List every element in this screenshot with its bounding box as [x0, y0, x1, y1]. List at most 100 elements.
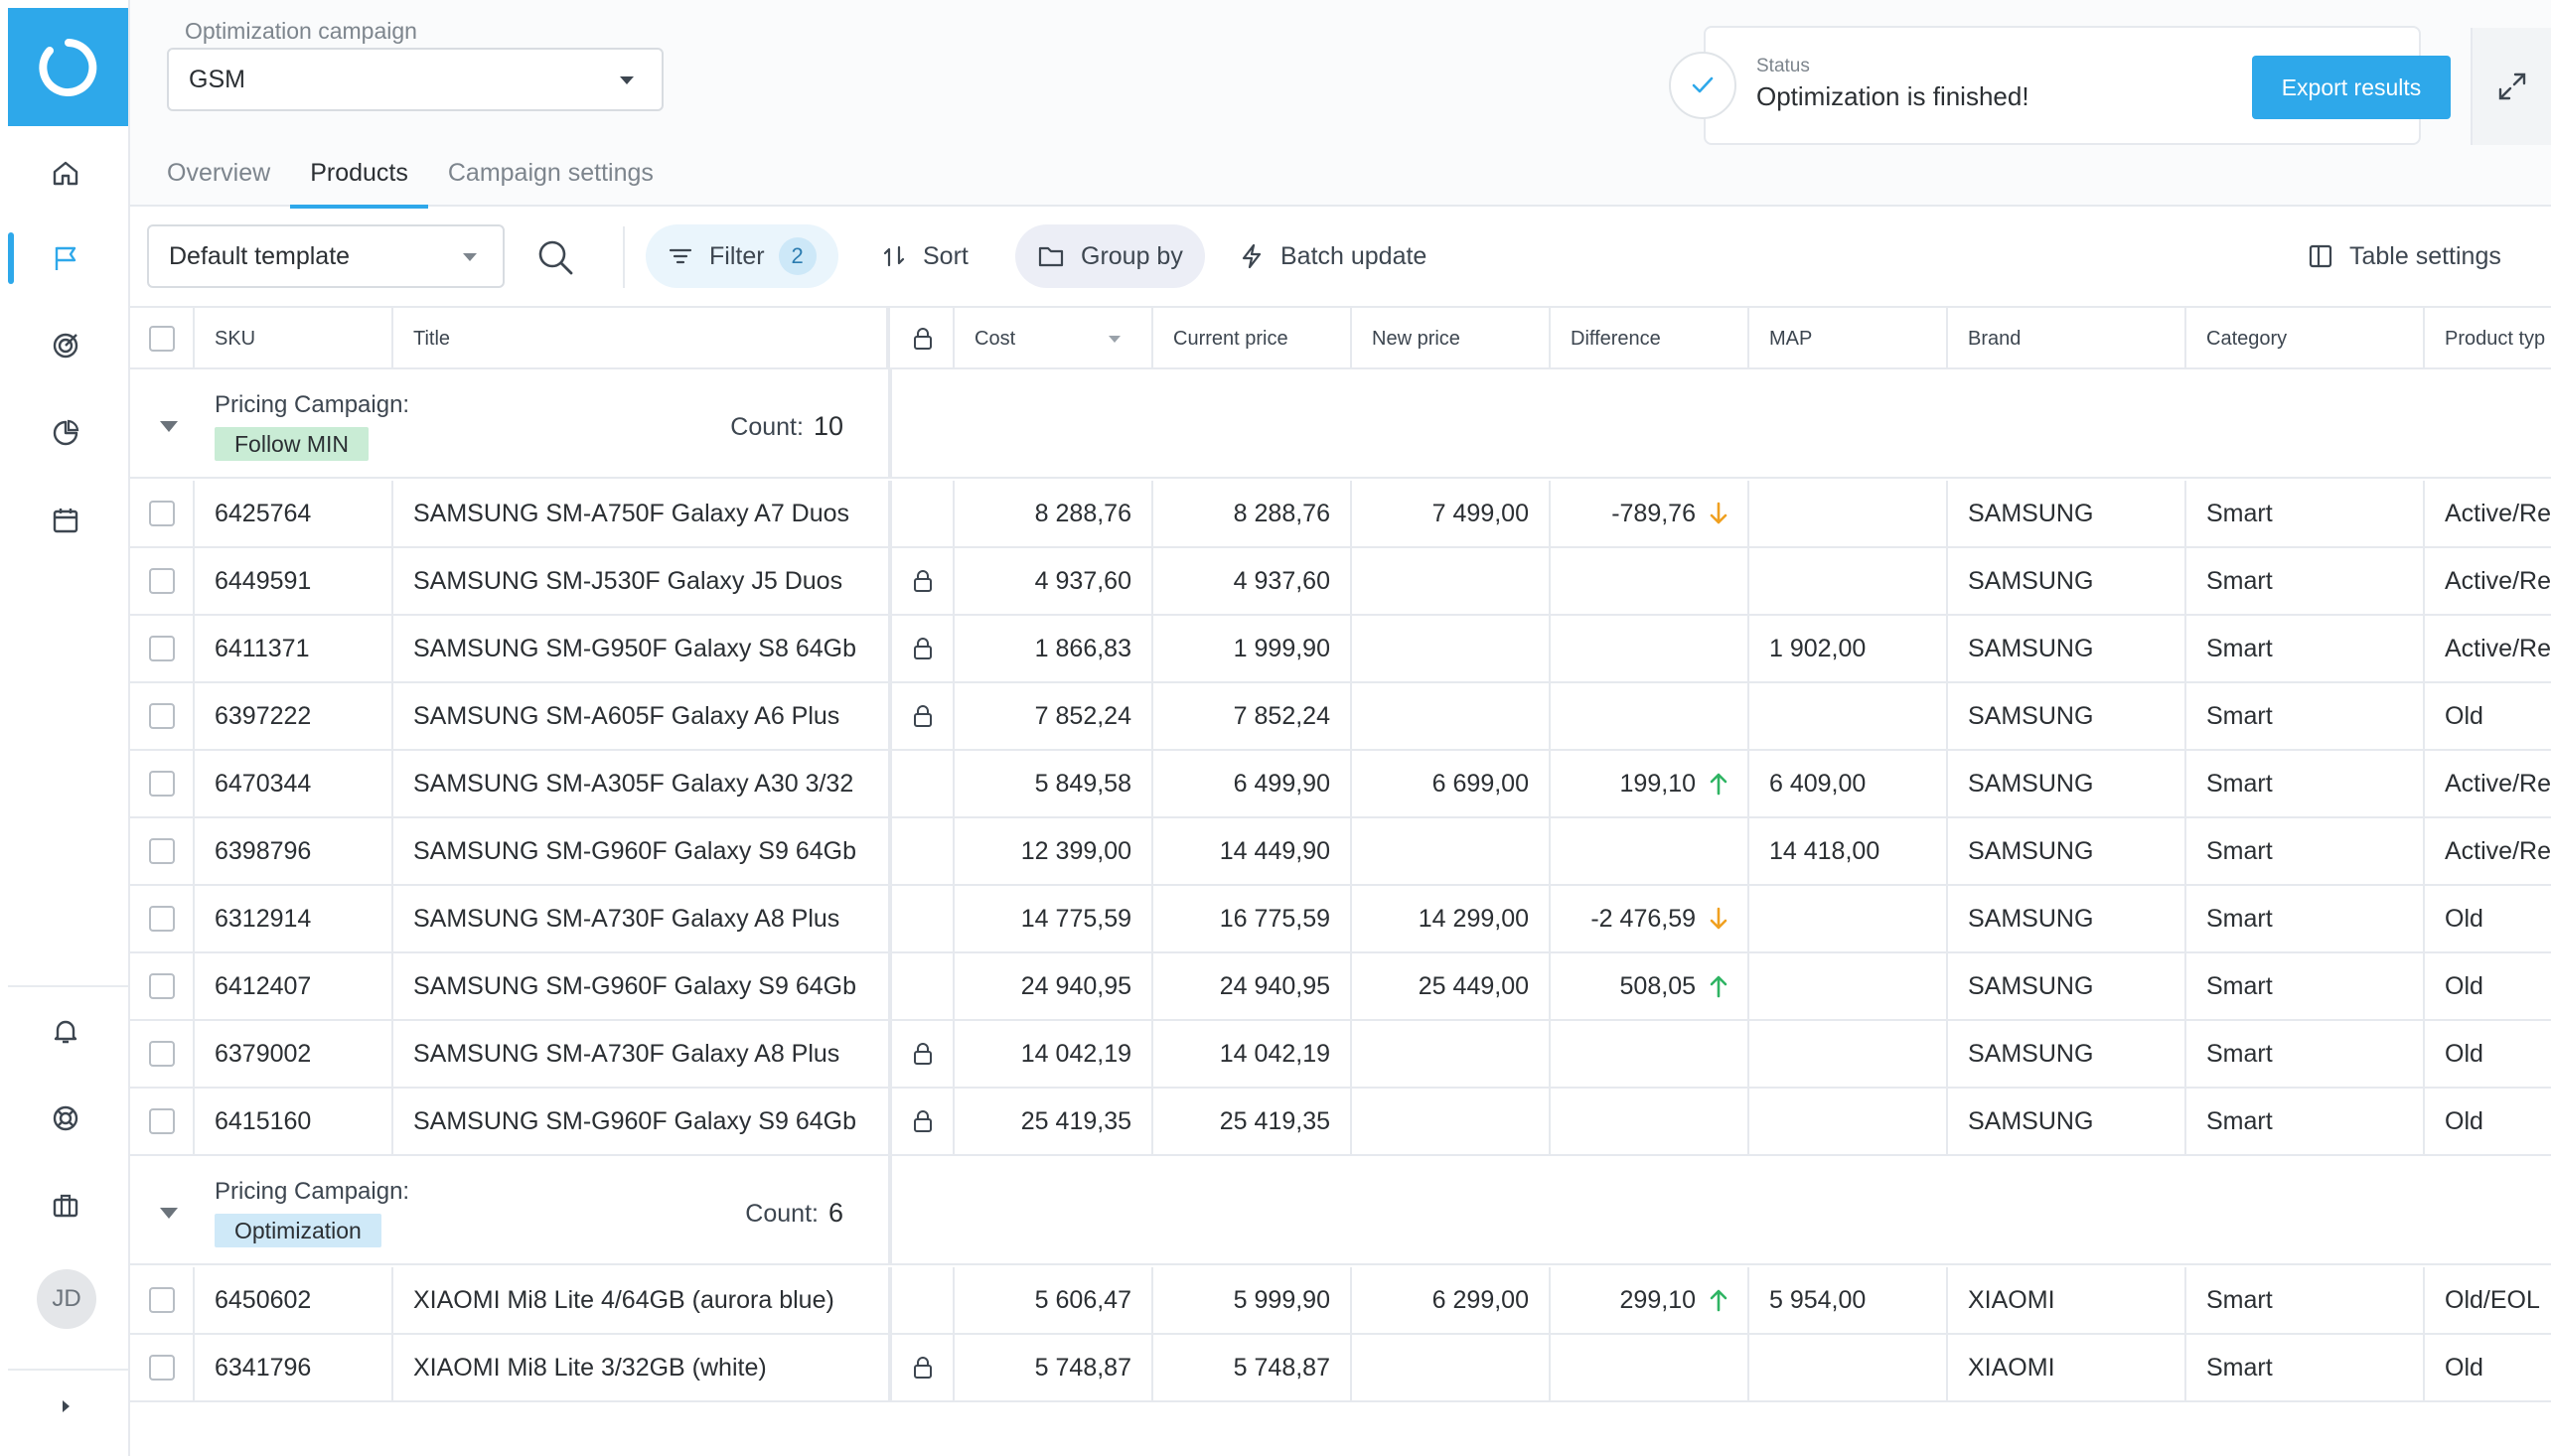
cell-chk[interactable]	[130, 1267, 195, 1333]
header-brand[interactable]: Brand	[1948, 308, 2186, 369]
row-checkbox[interactable]	[148, 906, 175, 932]
table-row[interactable]: 6411371 SAMSUNG SM-G950F Galaxy S8 64Gb 1 …	[130, 616, 2551, 683]
search-button[interactable]	[532, 234, 578, 280]
select-all-checkbox[interactable]	[148, 326, 175, 352]
row-checkbox[interactable]	[148, 973, 175, 999]
nav-campaigns[interactable]	[0, 228, 130, 288]
cell-difference: -789,76	[1551, 481, 1749, 546]
row-checkbox[interactable]	[148, 838, 175, 864]
cell-title: XIAOMI Mi8 Lite 3/32GB (white)	[393, 1335, 892, 1400]
nav-support[interactable]	[0, 1089, 130, 1148]
nav-reports[interactable]	[0, 403, 130, 463]
nav-targets[interactable]	[0, 316, 130, 375]
table-row[interactable]: 6312914 SAMSUNG SM-A730F Galaxy A8 Plus 14…	[130, 886, 2551, 953]
cell-product-type: Active/Re	[2445, 566, 2551, 595]
table-row[interactable]: 6397222 SAMSUNG SM-A605F Galaxy A6 Plus 7 …	[130, 683, 2551, 751]
group-header[interactable]: Pricing Campaign: Optimization Count: 6	[130, 1156, 2551, 1265]
cell-locked	[892, 616, 955, 681]
cell-current-price: 5 748,87	[1153, 1335, 1352, 1400]
nav-home[interactable]	[0, 143, 130, 203]
tab-campaign-settings[interactable]: Campaign settings	[447, 159, 654, 187]
batch-update-button[interactable]: Batch update	[1217, 224, 1448, 288]
cell-chk[interactable]	[130, 818, 195, 884]
status-text: Optimization is finished!	[1756, 81, 2029, 111]
cell-map	[1749, 548, 1948, 614]
header-lock[interactable]	[892, 308, 955, 369]
nav-calendar[interactable]	[0, 491, 130, 550]
cell-map	[1749, 1021, 1948, 1087]
header-category[interactable]: Category	[2186, 308, 2425, 369]
table-settings-button[interactable]: Table settings	[2286, 224, 2523, 288]
row-checkbox[interactable]	[148, 1287, 175, 1313]
row-checkbox[interactable]	[148, 1108, 175, 1134]
header-new-price[interactable]: New price	[1352, 308, 1551, 369]
app-logo[interactable]	[8, 8, 128, 126]
cell-chk[interactable]	[130, 1021, 195, 1087]
export-results-button[interactable]: Export results	[2252, 56, 2451, 119]
filter-button[interactable]: Filter 2	[646, 224, 838, 288]
cell-chk[interactable]	[130, 481, 195, 546]
cell-title: SAMSUNG SM-A730F Galaxy A8 Plus	[393, 886, 892, 951]
cell-chk[interactable]	[130, 1335, 195, 1400]
cell-new-price	[1352, 1335, 1551, 1400]
cell-new-price: 6 299,00	[1352, 1267, 1551, 1333]
nav-notifications[interactable]	[0, 1001, 130, 1061]
cell-chk[interactable]	[130, 548, 195, 614]
fullscreen-button[interactable]	[2471, 28, 2551, 145]
table-row[interactable]: 6379002 SAMSUNG SM-A730F Galaxy A8 Plus 14…	[130, 1021, 2551, 1089]
caret-down-icon[interactable]	[160, 1208, 178, 1219]
sort-label: Sort	[923, 241, 969, 270]
header-current-price[interactable]: Current price	[1153, 308, 1352, 369]
row-checkbox[interactable]	[148, 771, 175, 797]
check-icon	[1692, 76, 1714, 93]
avatar[interactable]: JD	[37, 1269, 96, 1329]
cell-chk[interactable]	[130, 953, 195, 1019]
cell-sku: 6470344	[195, 751, 393, 816]
sort-button[interactable]: Sort	[859, 224, 990, 288]
cell-chk[interactable]	[130, 616, 195, 681]
cell-sku: 6341796	[195, 1335, 393, 1400]
row-checkbox[interactable]	[148, 703, 175, 729]
header-select-all[interactable]	[130, 308, 195, 369]
table-row[interactable]: 6449591 SAMSUNG SM-J530F Galaxy J5 Duos 4 …	[130, 548, 2551, 616]
row-checkbox[interactable]	[148, 1355, 175, 1381]
cell-brand: SAMSUNG	[1948, 683, 2186, 749]
cell-cost: 5 748,87	[955, 1335, 1153, 1400]
row-checkbox[interactable]	[148, 568, 175, 594]
table-row[interactable]: 6412407 SAMSUNG SM-G960F Galaxy S9 64Gb 24…	[130, 953, 2551, 1021]
row-checkbox[interactable]	[148, 501, 175, 526]
row-checkbox[interactable]	[148, 1041, 175, 1067]
header-map[interactable]: MAP	[1749, 308, 1948, 369]
cell-category: Smart	[2186, 1335, 2425, 1400]
lock-icon	[913, 1043, 932, 1065]
caret-down-icon[interactable]	[160, 421, 178, 432]
nav-portfolio[interactable]	[0, 1176, 130, 1236]
row-checkbox[interactable]	[148, 636, 175, 661]
table-row[interactable]: 6341796 XIAOMI Mi8 Lite 3/32GB (white) 5 7…	[130, 1335, 2551, 1402]
cell-brand: XIAOMI	[1948, 1267, 2186, 1333]
cell-chk[interactable]	[130, 1089, 195, 1154]
cell-map: 1 902,00	[1749, 616, 1948, 681]
lock-icon	[913, 1357, 932, 1379]
cell-chk[interactable]	[130, 751, 195, 816]
group-by-button[interactable]: Group by	[1015, 224, 1205, 288]
table-row[interactable]: 6415160 SAMSUNG SM-G960F Galaxy S9 64Gb 25…	[130, 1089, 2551, 1156]
table-row[interactable]: 6425764 SAMSUNG SM-A750F Galaxy A7 Duos 8 …	[130, 481, 2551, 548]
table-row[interactable]: 6470344 SAMSUNG SM-A305F Galaxy A30 3/32 5…	[130, 751, 2551, 818]
group-header[interactable]: Pricing Campaign: Follow MIN Count: 10	[130, 369, 2551, 479]
tab-overview[interactable]: Overview	[167, 159, 271, 187]
cell-chk[interactable]	[130, 683, 195, 749]
header-sku[interactable]: SKU	[195, 308, 393, 369]
sidebar-expand-button[interactable]	[0, 1377, 130, 1436]
header-product-type[interactable]: Product typ	[2445, 327, 2546, 350]
cell-chk[interactable]	[130, 886, 195, 951]
table-row[interactable]: 6450602 XIAOMI Mi8 Lite 4/64GB (aurora bl…	[130, 1267, 2551, 1335]
campaign-select[interactable]: GSM	[167, 48, 664, 111]
tab-products[interactable]: Products	[290, 139, 428, 209]
table-row[interactable]: 6398796 SAMSUNG SM-G960F Galaxy S9 64Gb 12…	[130, 818, 2551, 886]
header-difference[interactable]: Difference	[1551, 308, 1749, 369]
header-title[interactable]: Title	[393, 308, 890, 369]
template-select[interactable]: Default template	[147, 224, 505, 288]
cell-brand: XIAOMI	[1948, 1335, 2186, 1400]
header-cost[interactable]: Cost	[955, 308, 1153, 369]
